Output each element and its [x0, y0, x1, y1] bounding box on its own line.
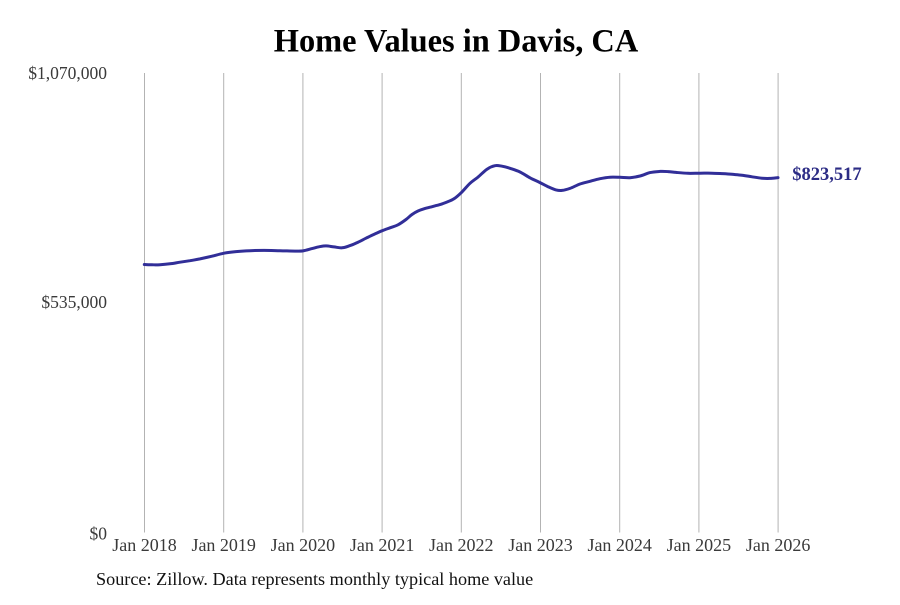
- svg-text:Jan 2019: Jan 2019: [191, 535, 256, 555]
- svg-text:Jan 2018: Jan 2018: [112, 535, 177, 555]
- svg-text:$0: $0: [90, 523, 108, 543]
- svg-text:Jan 2024: Jan 2024: [587, 535, 652, 555]
- svg-text:Jan 2020: Jan 2020: [271, 535, 336, 555]
- svg-text:Jan 2023: Jan 2023: [508, 535, 573, 555]
- svg-text:Jan 2025: Jan 2025: [667, 535, 732, 555]
- svg-text:Jan 2022: Jan 2022: [429, 535, 494, 555]
- svg-text:Jan 2026: Jan 2026: [746, 535, 811, 555]
- svg-text:$1,070,000: $1,070,000: [28, 63, 107, 83]
- svg-text:Home Values in Davis, CA: Home Values in Davis, CA: [274, 24, 639, 60]
- svg-text:Source: Zillow. Data represent: Source: Zillow. Data represents monthly …: [96, 569, 533, 589]
- svg-text:Jan 2021: Jan 2021: [350, 535, 415, 555]
- svg-text:$823,517: $823,517: [792, 165, 861, 185]
- svg-text:$535,000: $535,000: [41, 292, 107, 312]
